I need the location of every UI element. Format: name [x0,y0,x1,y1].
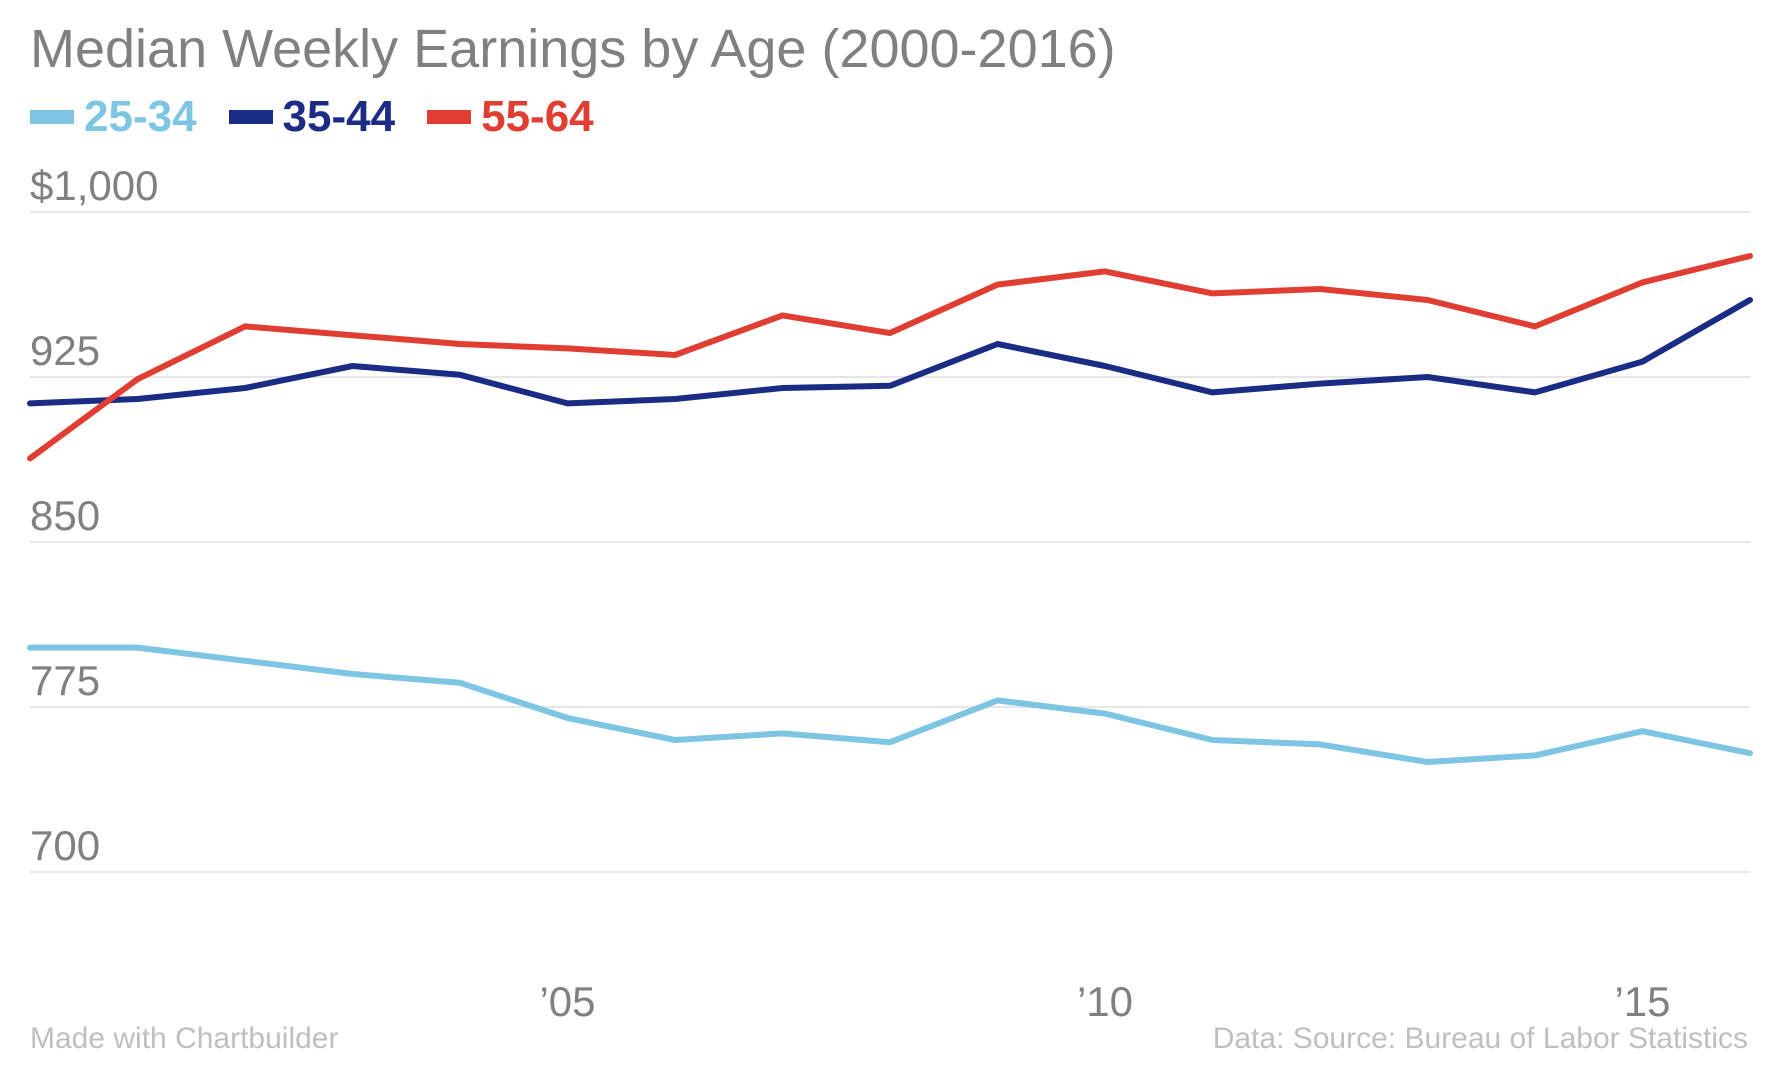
x-tick-label: ’10 [1077,978,1133,1025]
footer-left: Made with Chartbuilder [30,1022,338,1056]
line-chart: 700 775 850 925 $1,000 ’05 ’10 ’15 [0,0,1778,1078]
x-tick-label: ’05 [539,978,595,1025]
y-tick-label: $1,000 [30,162,158,209]
chart-container: { "title": "Median Weekly Earnings by Ag… [0,0,1778,1078]
y-tick-label: 700 [30,822,100,869]
series-line-25-34 [30,648,1750,762]
footer-right: Data: Source: Bureau of Labor Statistics [1213,1022,1748,1056]
chart-footer: Made with Chartbuilder Data: Source: Bur… [30,1022,1748,1056]
y-tick-label: 775 [30,657,100,704]
x-tick-label: ’15 [1614,978,1670,1025]
y-tick-label: 925 [30,327,100,374]
series-line-55-64 [30,256,1750,458]
y-tick-label: 850 [30,492,100,539]
